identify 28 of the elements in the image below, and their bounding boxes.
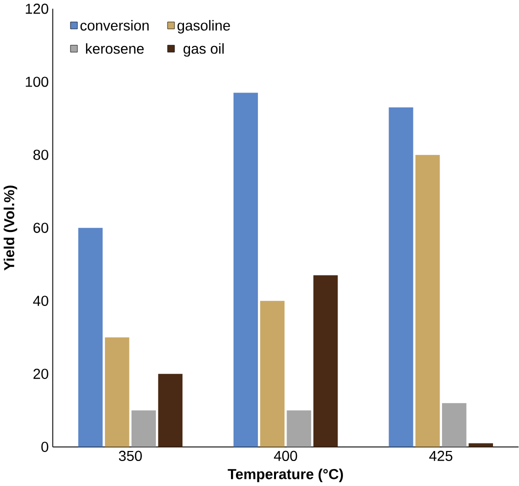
- y-tick-label: 20: [34, 368, 48, 380]
- bar: [415, 154, 440, 447]
- legend-label: conversion: [80, 20, 149, 31]
- y-axis-title: Yield (Vol.%): [4, 186, 18, 271]
- y-tick-label: 0: [41, 442, 48, 452]
- y-tick-label: 100: [26, 76, 48, 88]
- legend-label: gas oil: [184, 43, 224, 57]
- x-tick-label: 400: [274, 450, 298, 462]
- bar: [158, 374, 182, 447]
- bar: [260, 300, 285, 447]
- bar: [286, 410, 312, 447]
- bar: [234, 92, 258, 447]
- x-tick-label: 350: [118, 450, 142, 462]
- bar: [131, 410, 156, 447]
- y-tick-label: 80: [33, 150, 48, 160]
- bar: [104, 337, 130, 447]
- bar: [442, 403, 466, 447]
- legend-label: kerosene: [86, 43, 144, 54]
- bar: [313, 275, 338, 447]
- bar: [388, 107, 414, 447]
- x-axis-title: Temperature (°C): [228, 468, 343, 482]
- bar: [468, 443, 494, 447]
- y-tick-label: 60: [34, 222, 48, 234]
- bar: [78, 228, 103, 447]
- legend-label: gasoline: [178, 20, 230, 34]
- x-tick-label: 425: [429, 450, 452, 462]
- y-tick-label: 120: [26, 4, 48, 14]
- y-tick-label: 40: [33, 296, 48, 306]
